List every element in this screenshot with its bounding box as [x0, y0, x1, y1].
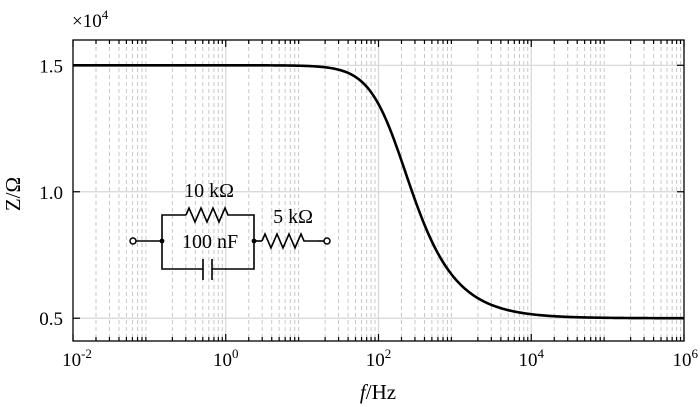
r-parallel-label: 10 kΩ [184, 180, 234, 202]
terminal-left-icon [129, 237, 137, 245]
axis-ticks [72, 40, 685, 341]
resistor-10k-icon [185, 205, 230, 225]
y-tick-label-1.5: 1.5 [39, 56, 63, 77]
minor-grid [95, 40, 682, 341]
r-series-label: 5 kΩ [273, 206, 313, 228]
capacitor-label: 100 nF [182, 231, 238, 253]
y-tick-label-1.0: 1.0 [39, 183, 63, 204]
wire [212, 241, 255, 270]
x-tick-label-1e6: 106 [673, 346, 699, 371]
wire [230, 214, 255, 241]
x-axis-title: f/Hz [360, 380, 396, 404]
y-multiplier: ×104 [72, 7, 109, 32]
x-tick-label-1e0: 100 [213, 346, 239, 371]
circuit-inset: 10 kΩ 100 nF 5 kΩ [129, 180, 331, 280]
y-tick-label-0.5: 0.5 [39, 309, 63, 330]
wire [161, 214, 186, 241]
x-tick-label-1e4: 104 [519, 346, 545, 371]
terminal-right-icon [323, 237, 331, 245]
x-tick-label-1e2: 102 [366, 346, 392, 371]
plot-frame [72, 39, 685, 342]
y-axis-title: Z/Ω [1, 177, 25, 211]
resistor-5k-icon [261, 231, 318, 251]
major-grid [73, 40, 684, 341]
wire [161, 241, 203, 270]
x-tick-label-1e-2: 10-2 [62, 346, 92, 371]
impedance-curve-line [73, 63, 685, 320]
